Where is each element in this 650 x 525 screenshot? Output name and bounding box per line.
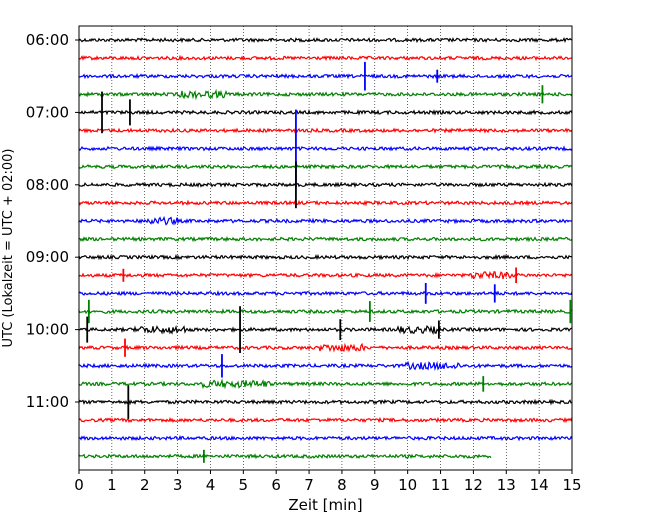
y-tick-label: 06:00 [26, 31, 69, 49]
x-tick-label: 15 [562, 476, 581, 494]
x-axis-label: Zeit [min] [288, 496, 362, 514]
x-tick-label: 1 [107, 476, 117, 494]
y-axis-label: UTC (Lokalzeit = UTC + 02:00) [1, 149, 16, 348]
trace-row [78, 163, 573, 170]
plot-frame [78, 25, 573, 471]
y-tick-label: 09:00 [26, 248, 69, 266]
trace-rows [78, 37, 573, 463]
trace-row [78, 72, 573, 80]
x-tick-label: 9 [370, 476, 380, 494]
trace-row [78, 37, 573, 44]
x-tick-label: 14 [530, 476, 549, 494]
trace-row [78, 215, 573, 226]
trace-row [78, 88, 573, 101]
trace-row [78, 54, 573, 62]
trace-row [78, 324, 573, 335]
x-tick-label: 10 [398, 476, 417, 494]
y-tick-label: 10:00 [26, 321, 69, 339]
y-tick-label: 07:00 [26, 103, 69, 121]
trace-row [78, 360, 573, 371]
trace-row [78, 416, 573, 424]
grid-lines [111, 26, 540, 470]
trace-row [78, 235, 573, 243]
x-tick-label: 13 [497, 476, 516, 494]
x-tick-label: 3 [173, 476, 183, 494]
trace-row [78, 453, 492, 460]
trace-row [78, 398, 573, 406]
y-ticks: 06:00 07:00 08:00 09:00 10:00 11:00 [26, 31, 79, 411]
x-ticks: 0 1 2 3 4 5 6 7 8 9 10 11 12 13 14 15 [74, 470, 582, 494]
trace-row [78, 308, 572, 315]
trace-row [78, 181, 573, 189]
trace-row [78, 253, 573, 261]
x-tick-label: 2 [140, 476, 150, 494]
x-tick-label: 8 [337, 476, 347, 494]
trace-row [78, 127, 573, 134]
x-tick-label: 4 [206, 476, 216, 494]
trace-row [78, 290, 573, 297]
x-tick-label: 5 [239, 476, 249, 494]
trace-row [78, 378, 573, 390]
x-tick-label: 7 [304, 476, 314, 494]
y-tick-label: 11:00 [26, 393, 69, 411]
x-tick-label: 11 [431, 476, 450, 494]
trace-row [78, 145, 573, 152]
x-tick-label: 6 [271, 476, 281, 494]
trace-row [78, 434, 573, 442]
trace-row [78, 342, 573, 353]
trace-row [78, 109, 573, 116]
trace-row [78, 271, 573, 280]
x-tick-label: 12 [464, 476, 483, 494]
y-tick-label: 08:00 [26, 176, 69, 194]
x-tick-label: 0 [74, 476, 84, 494]
trace-row [78, 199, 573, 207]
